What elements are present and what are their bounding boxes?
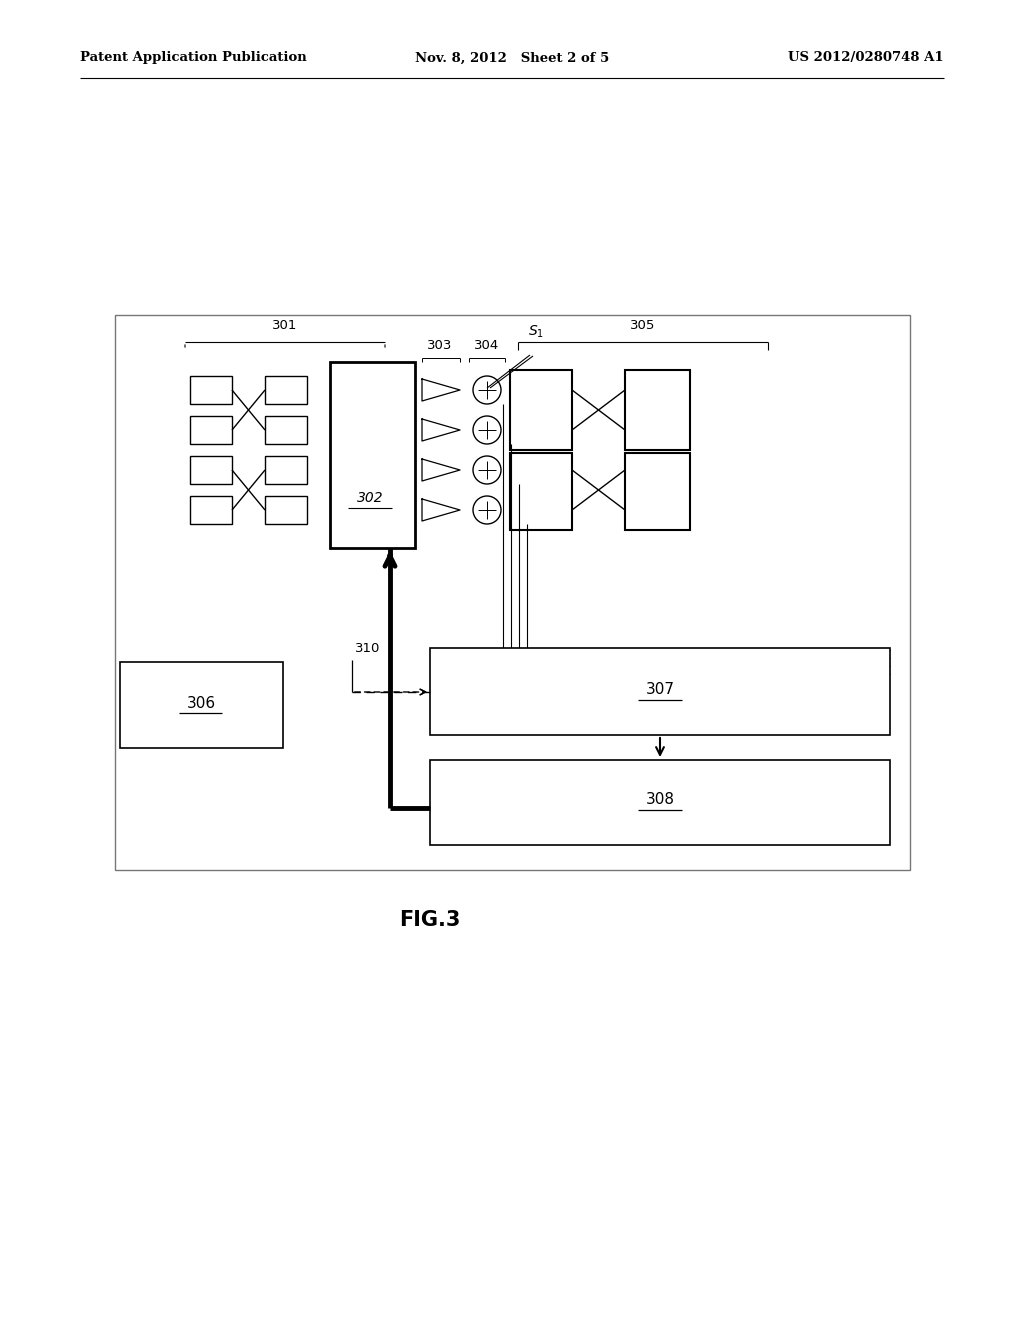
Text: Nov. 8, 2012   Sheet 2 of 5: Nov. 8, 2012 Sheet 2 of 5 bbox=[415, 51, 609, 65]
Text: Patent Application Publication: Patent Application Publication bbox=[80, 51, 307, 65]
Bar bbox=[115, 315, 910, 870]
Bar bbox=[265, 376, 307, 404]
Circle shape bbox=[473, 376, 501, 404]
Text: FIG.3: FIG.3 bbox=[399, 909, 461, 931]
Text: 310: 310 bbox=[355, 642, 380, 655]
Text: 305: 305 bbox=[631, 319, 655, 333]
Bar bbox=[430, 760, 890, 845]
Polygon shape bbox=[422, 379, 460, 401]
Bar bbox=[265, 455, 307, 484]
Bar bbox=[190, 376, 232, 404]
Bar bbox=[120, 663, 283, 748]
Bar bbox=[510, 453, 572, 531]
Text: 303: 303 bbox=[427, 339, 453, 352]
Text: 301: 301 bbox=[272, 319, 298, 333]
Bar bbox=[430, 648, 890, 735]
Bar bbox=[625, 370, 690, 450]
Bar bbox=[330, 362, 415, 548]
Bar bbox=[190, 455, 232, 484]
Bar bbox=[510, 370, 572, 450]
Text: 308: 308 bbox=[645, 792, 675, 808]
Text: 307: 307 bbox=[645, 682, 675, 697]
Polygon shape bbox=[422, 499, 460, 521]
Polygon shape bbox=[422, 459, 460, 480]
Text: 306: 306 bbox=[186, 696, 216, 710]
Circle shape bbox=[473, 496, 501, 524]
Text: 302: 302 bbox=[356, 491, 383, 506]
Bar bbox=[190, 416, 232, 444]
Circle shape bbox=[473, 455, 501, 484]
Polygon shape bbox=[422, 418, 460, 441]
Bar bbox=[625, 453, 690, 531]
Text: 304: 304 bbox=[474, 339, 500, 352]
Circle shape bbox=[473, 416, 501, 444]
Bar bbox=[265, 416, 307, 444]
Bar bbox=[190, 496, 232, 524]
Text: $S_1$: $S_1$ bbox=[528, 323, 544, 341]
Bar bbox=[265, 496, 307, 524]
Text: US 2012/0280748 A1: US 2012/0280748 A1 bbox=[788, 51, 944, 65]
